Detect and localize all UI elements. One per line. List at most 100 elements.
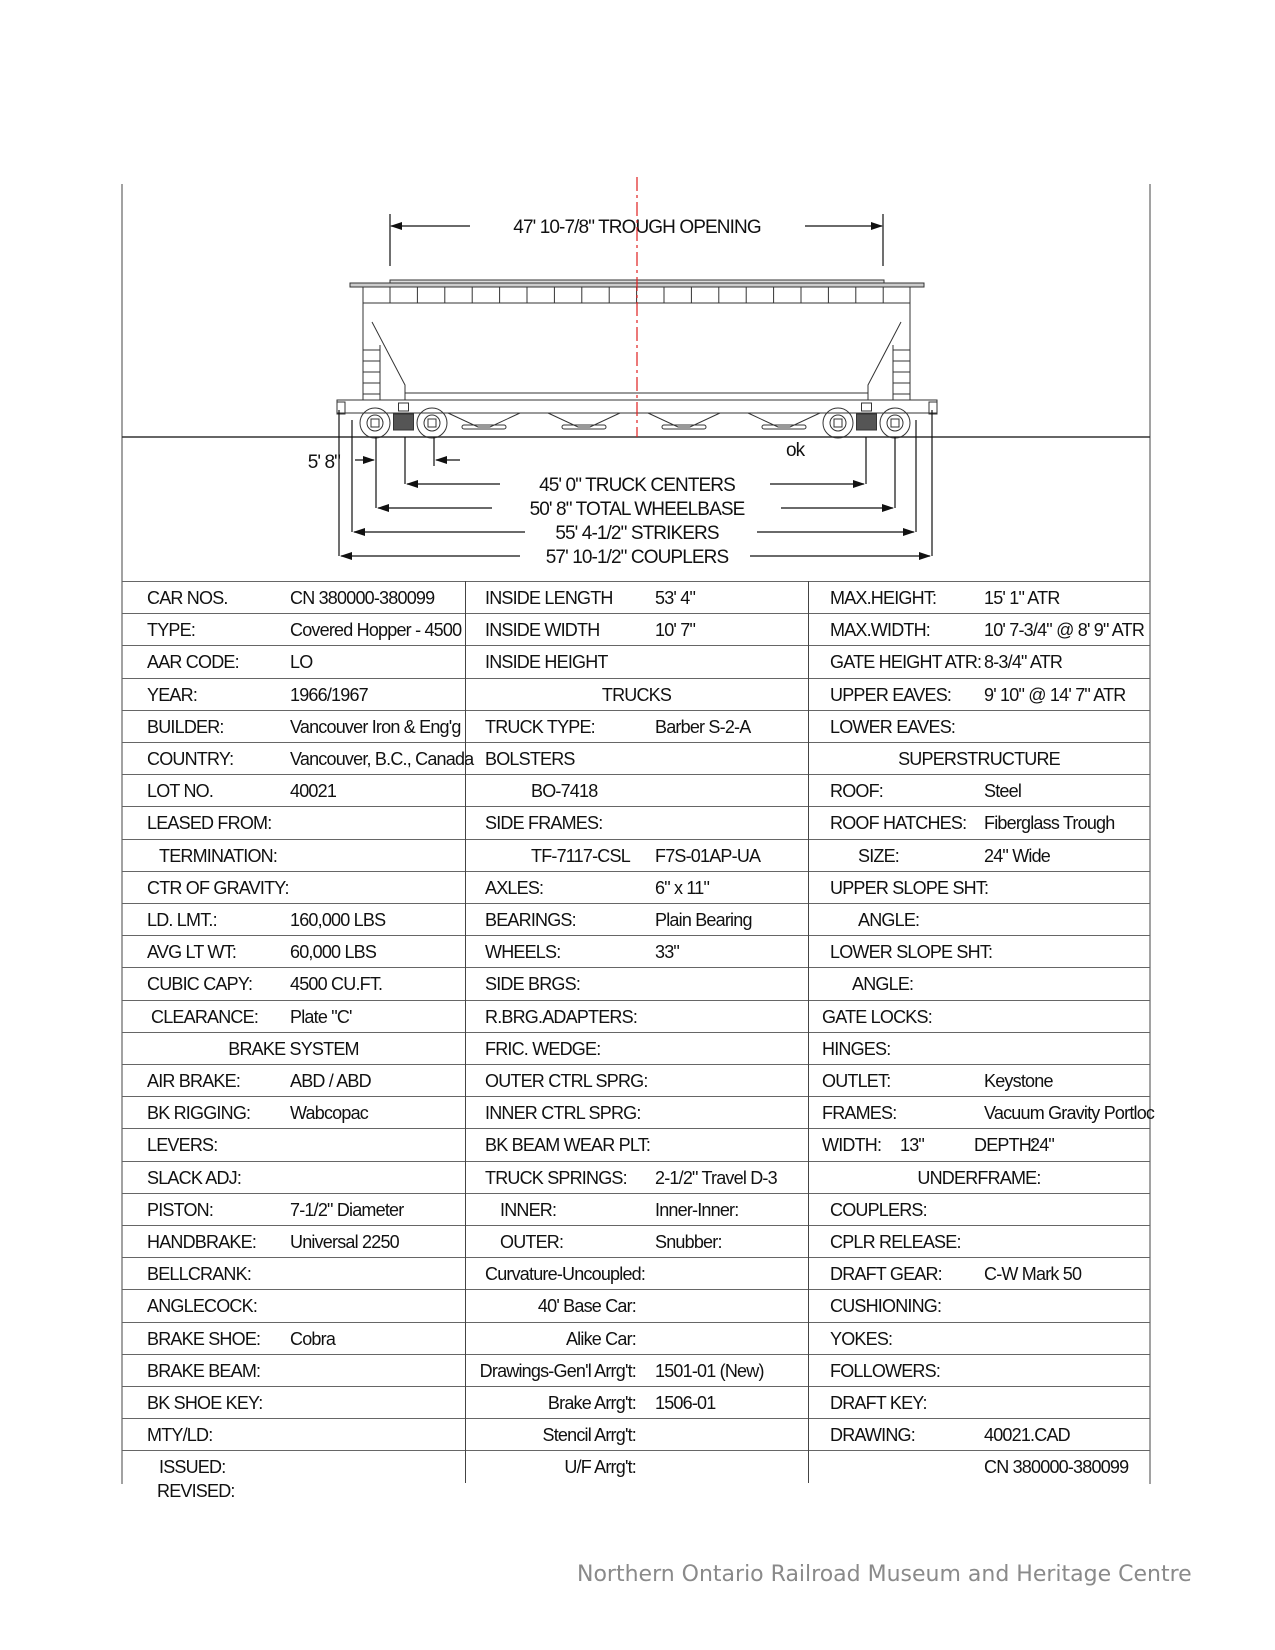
table-cell: CLEARANCE: Plate "C' (122, 1000, 465, 1032)
table-cell: INNER CTRL SPRG: (465, 1096, 808, 1128)
row-divider (122, 1418, 1150, 1419)
table-cell: ANGLE: (808, 903, 1150, 935)
row-divider (122, 1128, 1150, 1129)
table-cell: MAX.WIDTH: 10' 7-3/4" @ 8' 9" ATR (808, 613, 1150, 645)
field-value: 40021.CAD (984, 1425, 1071, 1445)
field-value: Fiberglass Trough (984, 813, 1115, 833)
field-label: LEVERS: (147, 1135, 218, 1155)
field-label: Alike Car: (565, 1329, 637, 1349)
field-label: LD. LMT.: (147, 910, 218, 930)
field-value: 1966/1967 (290, 685, 369, 705)
field-value: 24" Wide (984, 846, 1051, 866)
table-cell: LOT NO. 40021 (122, 774, 465, 806)
field-label: Drawings-Gen'l Arrg't: (479, 1361, 637, 1381)
table-cell: TRUCKS (465, 678, 808, 710)
table-cell: PISTON: 7-1/2" Diameter (122, 1193, 465, 1225)
field-label: BUILDER: (147, 717, 224, 737)
field-label: TRUCK SPRINGS: (485, 1168, 628, 1188)
field-value: 10' 7-3/4" @ 8' 9" ATR (984, 620, 1145, 640)
field-label: INSIDE WIDTH (485, 620, 600, 640)
field-value: Universal 2250 (290, 1232, 400, 1252)
truck-centers-label: 45' 0" TRUCK CENTERS (539, 475, 735, 496)
field-label: ANGLECOCK: (147, 1296, 258, 1316)
table-cell: Brake Arrg't: 1506-01 (465, 1386, 808, 1418)
table-cell: GATE LOCKS: (808, 1000, 1150, 1032)
field-label: ISSUED: (159, 1457, 226, 1477)
field-value: Cobra (290, 1329, 336, 1349)
field-label: HANDBRAKE: (147, 1232, 257, 1252)
field-value: Plain Bearing (655, 910, 752, 930)
field-value: Keystone (984, 1071, 1053, 1091)
field-value: Covered Hopper - 4500 (290, 620, 462, 640)
field-label: LOWER SLOPE SHT: (830, 942, 993, 962)
field-value: Snubber: (655, 1232, 722, 1252)
field-value: 15' 1" ATR (984, 588, 1060, 608)
table-cell: Alike Car: (465, 1322, 808, 1354)
table-cell: TERMINATION: (122, 839, 465, 871)
table-cell: BK RIGGING: Wabcopac (122, 1096, 465, 1128)
field-label: FRAMES: (822, 1103, 897, 1123)
table-cell: MAX.HEIGHT: 15' 1" ATR (808, 581, 1150, 613)
field-label: LEASED FROM: (147, 813, 272, 833)
table-cell: Drawings-Gen'l Arrg't: 1501-01 (New) (465, 1354, 808, 1386)
field-value: CN 380000-380099 (290, 588, 435, 608)
row-divider (122, 806, 1150, 807)
field-label: HINGES: (822, 1039, 891, 1059)
field-value: 10' 7" (655, 620, 696, 640)
row-divider (122, 1289, 1150, 1290)
table-cell: LEASED FROM: (122, 806, 465, 838)
field-value: 60,000 LBS (290, 942, 377, 962)
table-cell: DRAFT KEY: (808, 1386, 1150, 1418)
revised-label: REVISED: (157, 1481, 235, 1501)
table-cell: AIR BRAKE: ABD / ABD (122, 1064, 465, 1096)
field-label: SLACK ADJ: (147, 1168, 242, 1188)
table-cell: COUPLERS: (808, 1193, 1150, 1225)
field-value: Vancouver, B.C., Canada (290, 749, 474, 769)
field-label: INNER: (500, 1200, 557, 1220)
field-label: SIDE FRAMES: (485, 813, 603, 833)
field-label: PISTON: (147, 1200, 214, 1220)
field-label: AAR CODE: (147, 652, 240, 672)
field-label: FOLLOWERS: (830, 1361, 941, 1381)
field-value: Inner-Inner: (655, 1200, 739, 1220)
table-cell: LOWER EAVES: (808, 710, 1150, 742)
section-heading: SUPERSTRUCTURE (898, 749, 1061, 769)
field-label: MTY/LD: (147, 1425, 213, 1445)
table-cell: BRAKE BEAM: (122, 1354, 465, 1386)
row-divider (122, 742, 1150, 743)
table-cell: ANGLECOCK: (122, 1289, 465, 1321)
field-label: CUBIC CAPY: (147, 974, 253, 994)
field-label: BOLSTERS (485, 749, 575, 769)
field-label: 40' Base Car: (537, 1296, 637, 1316)
field-value: 8-3/4" ATR (984, 652, 1063, 672)
table-cell: ANGLE: (808, 967, 1150, 999)
table-cell: UPPER EAVES: 9' 10" @ 14' 7" ATR (808, 678, 1150, 710)
field-label: U/F Arrg't: (564, 1457, 636, 1477)
row-divider (122, 710, 1150, 711)
field-label: LOWER EAVES: (830, 717, 956, 737)
row-divider (122, 1386, 1150, 1387)
row-divider (122, 1096, 1150, 1097)
table-cell: SIZE: 24" Wide (808, 839, 1150, 871)
field-label: CTR OF GRAVITY: (147, 878, 289, 898)
field-value: 160,000 LBS (290, 910, 386, 930)
field-label: WIDTH: (822, 1135, 882, 1155)
row-divider (122, 1450, 1150, 1451)
field-value: 40021 (290, 781, 337, 801)
field-label: BRAKE BEAM: (147, 1361, 261, 1381)
field-value: 2-1/2" Travel D-3 (655, 1168, 778, 1188)
axle-spacing-label: 5' 8" (308, 452, 340, 473)
row-divider (122, 678, 1150, 679)
field-label: MAX.HEIGHT: (830, 588, 937, 608)
table-cell: TRUCK TYPE: Barber S-2-A (465, 710, 808, 742)
field-label: INSIDE HEIGHT (485, 652, 608, 672)
field-value: 6" x 11" (655, 878, 710, 898)
table-cell: CPLR RELEASE: (808, 1225, 1150, 1257)
field-label: WHEELS: (485, 942, 561, 962)
field-value: 9' 10" @ 14' 7" ATR (984, 685, 1126, 705)
row-divider (122, 1322, 1150, 1323)
table-cell: DRAFT GEAR: C-W Mark 50 (808, 1257, 1150, 1289)
table-cell: AAR CODE: LO (122, 645, 465, 677)
row-divider (122, 1257, 1150, 1258)
